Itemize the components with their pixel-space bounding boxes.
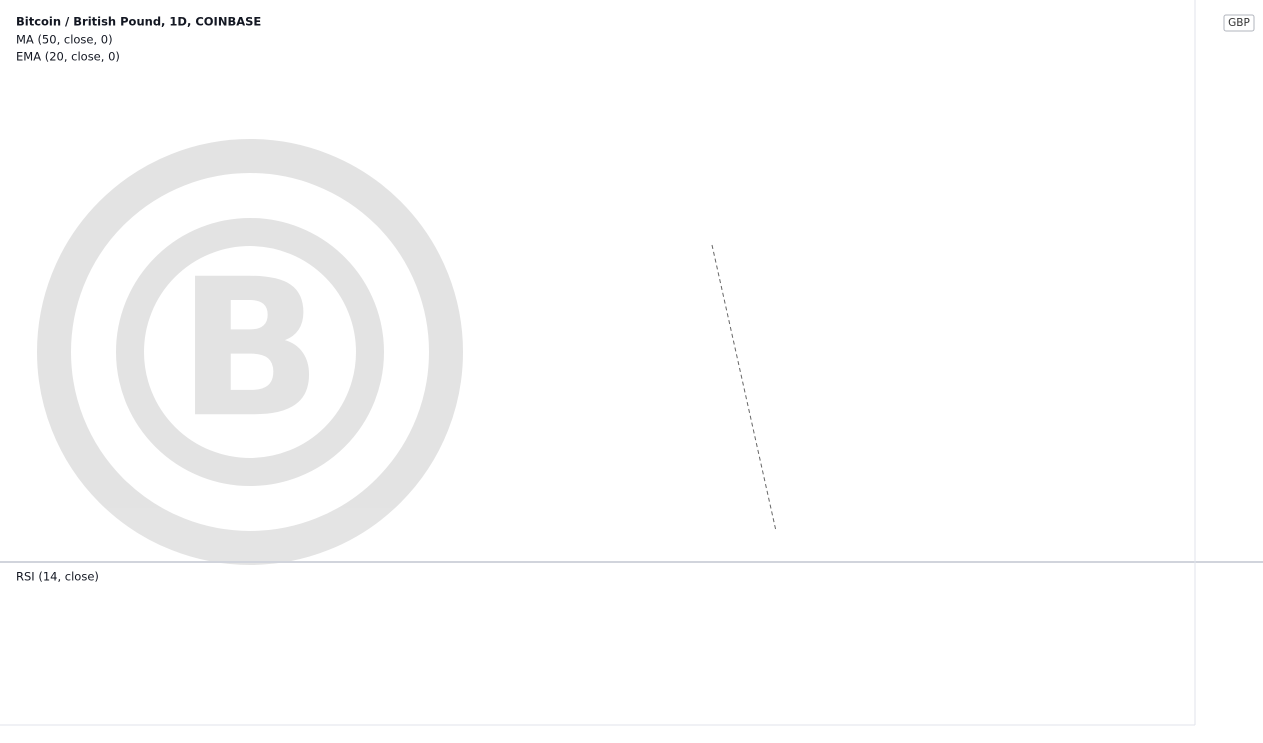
watermark-ring [37, 139, 463, 565]
pane-title: RSI (14, close) [16, 570, 99, 584]
legend-entry: EMA (20, close, 0) [16, 50, 120, 64]
chart-title: Bitcoin / British Pound, 1D, COINBASE [16, 15, 261, 29]
currency-box[interactable] [1223, 14, 1255, 32]
legend-entry: MA (50, close, 0) [16, 33, 113, 47]
watermark-layer: B [37, 139, 463, 565]
currency-label[interactable]: GBP [1228, 17, 1250, 29]
watermark-ring [116, 218, 384, 486]
watermark-logo: B [178, 238, 323, 459]
